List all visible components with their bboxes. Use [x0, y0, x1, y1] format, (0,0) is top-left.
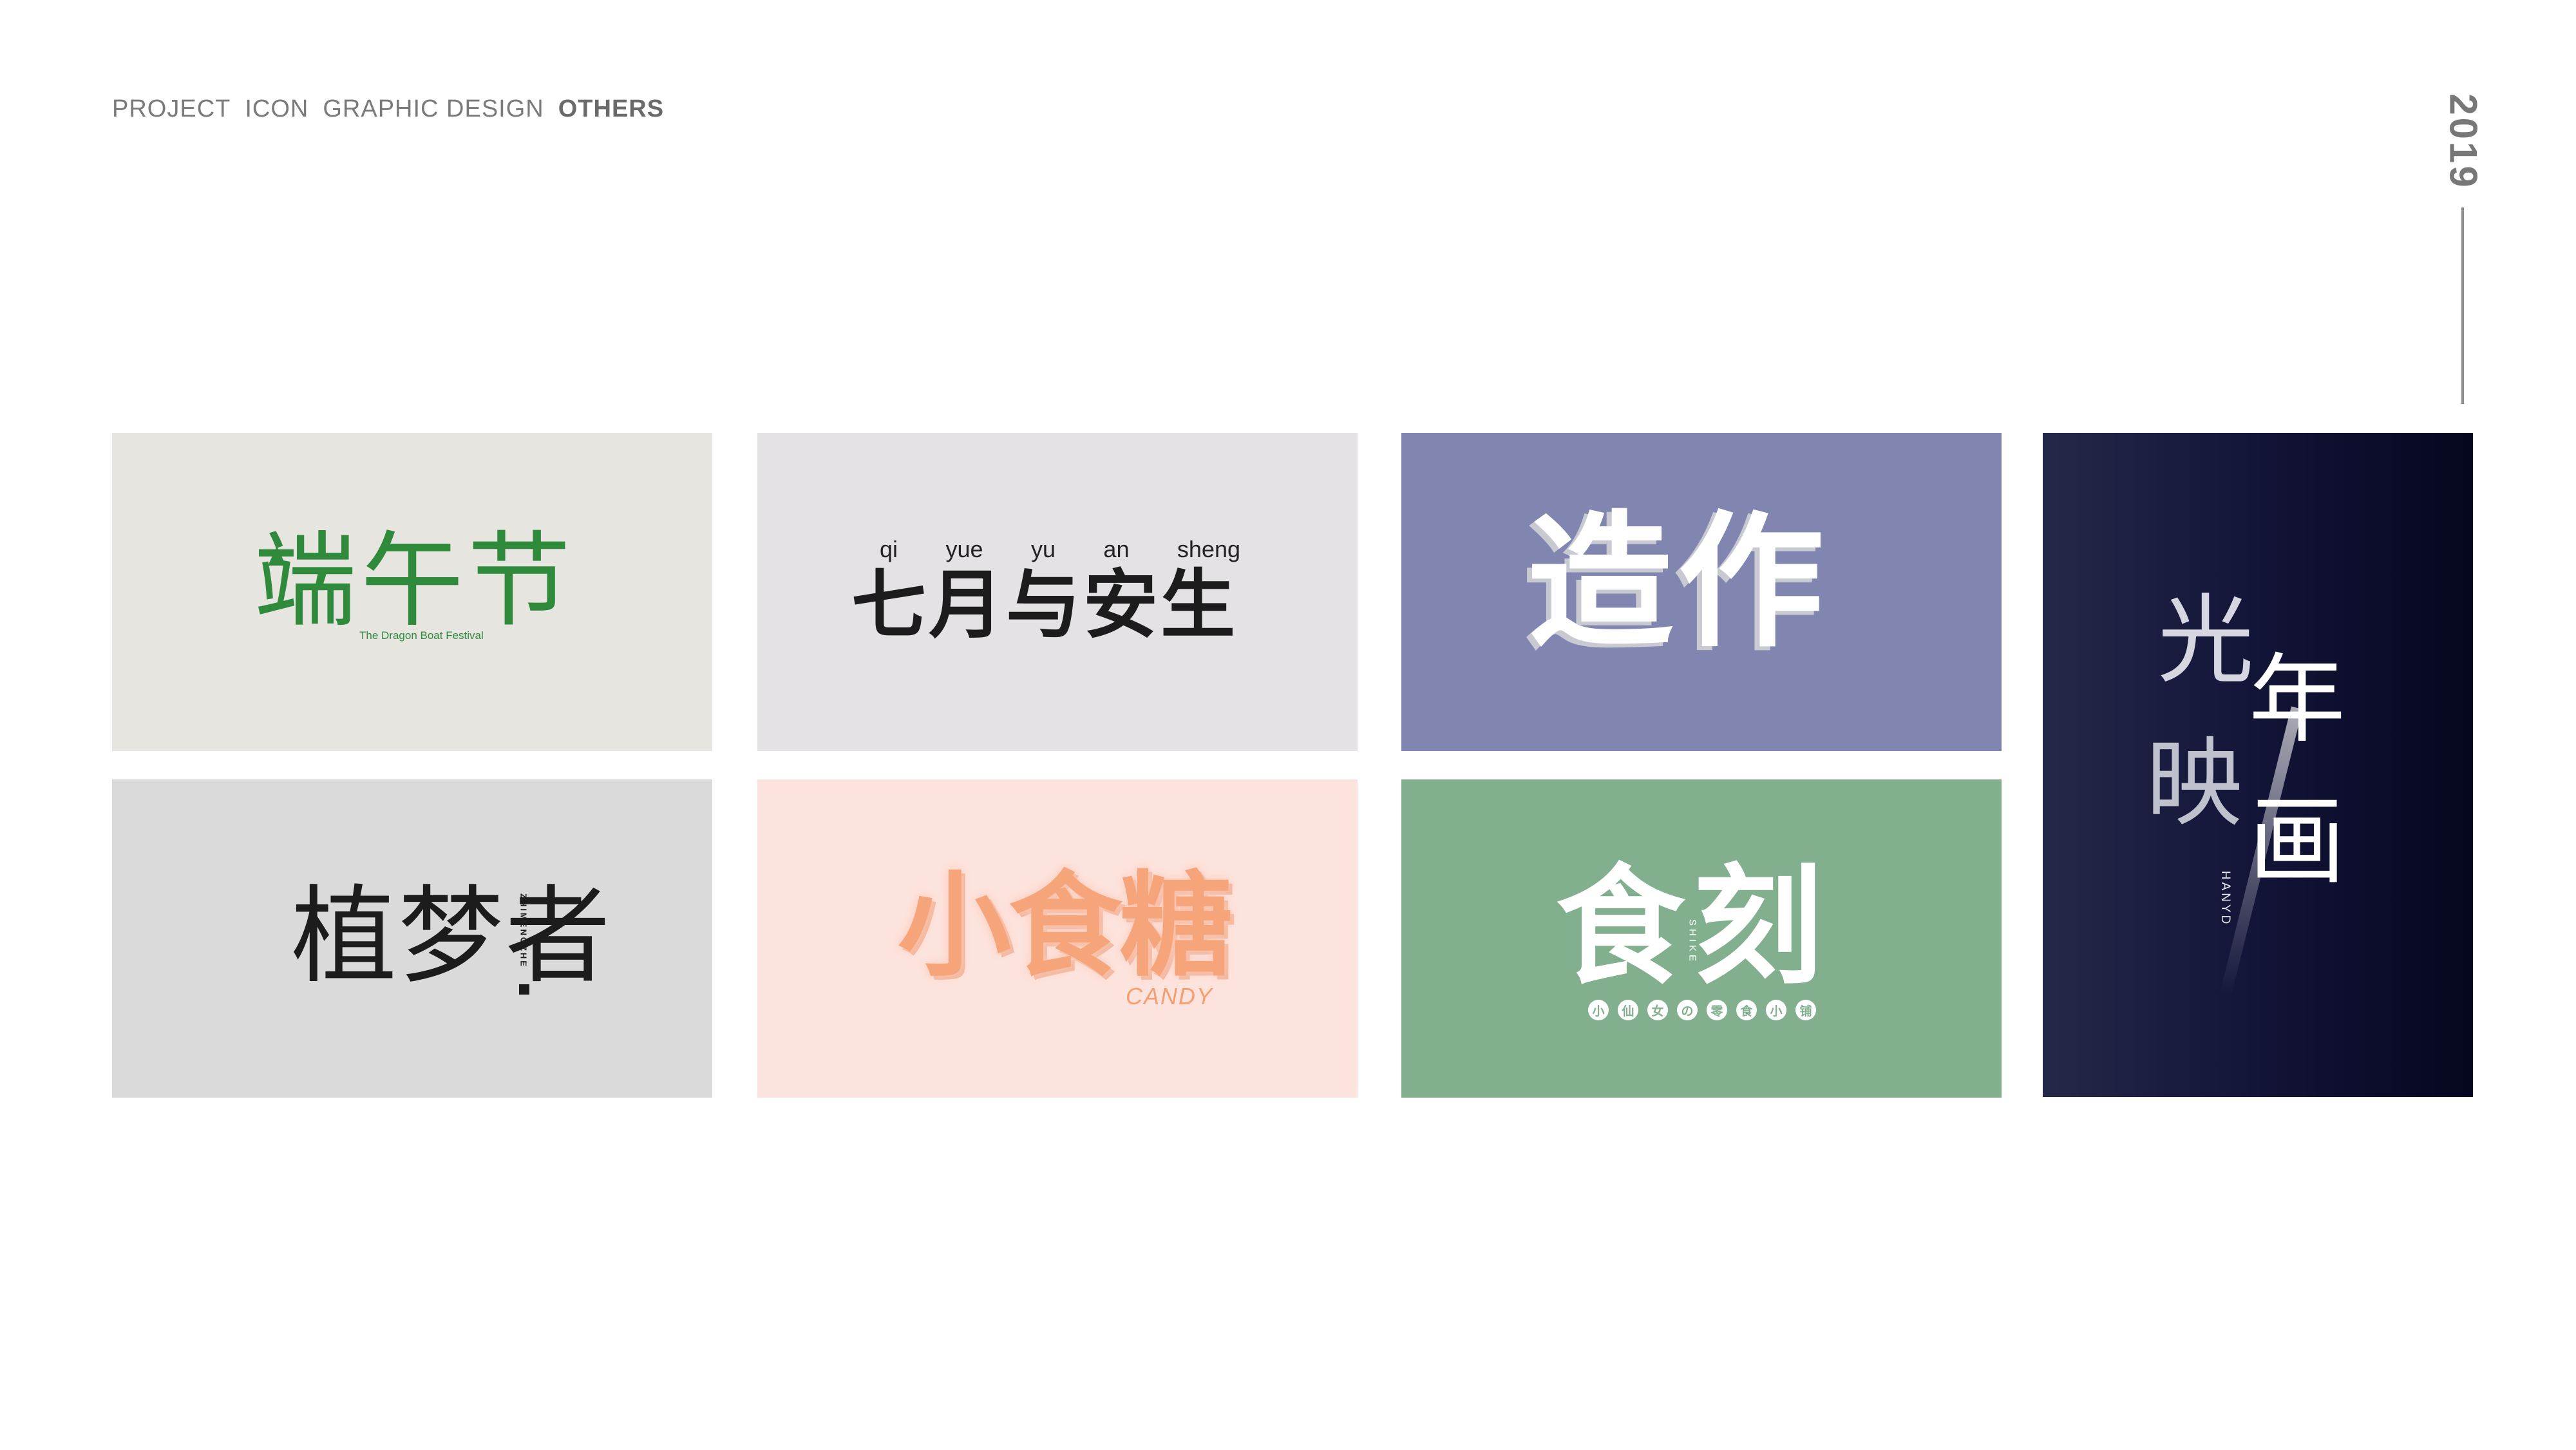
card-title: 造作	[1528, 498, 1830, 667]
sub-char: 仙	[1618, 1000, 1638, 1020]
pinyin-2: yue	[945, 536, 983, 562]
vertical-latin: SHIKE	[1685, 912, 1700, 971]
vertical-latin: HANYD	[2215, 863, 2235, 934]
card-subtitle: The Dragon Boat Festival	[359, 629, 484, 642]
year-label: 2019	[2428, 93, 2499, 189]
vertical-latin-text: HANYD	[2219, 870, 2232, 927]
pinyin-3: yu	[1030, 536, 1056, 562]
sub-char: 铺	[1795, 1000, 1816, 1020]
sub-char: 食	[1736, 1000, 1757, 1020]
pinyin-5: sheng	[1177, 536, 1240, 562]
card-shike[interactable]: 食刻 SHIKE 小 仙 女 の 零 食 小 铺	[1401, 779, 2002, 1098]
nav-item-icon[interactable]: ICON	[245, 95, 309, 122]
card-july-and-ansheng[interactable]: qi yue yu an sheng 七月与安生	[757, 433, 1358, 751]
card-title: 食刻	[1556, 852, 1832, 1002]
sub-char: 零	[1707, 1000, 1727, 1020]
glyph-hua: 画	[2249, 786, 2346, 898]
vertical-latin-text: SHIKE	[1687, 919, 1698, 965]
nav-item-project[interactable]: PROJECT	[112, 95, 231, 122]
card-zaozuo[interactable]: 造作	[1401, 433, 2002, 751]
card-title: 植梦者	[291, 875, 612, 998]
subtitle-row: 小 仙 女 の 零 食 小 铺	[1588, 1000, 1816, 1020]
pinyin-4: an	[1103, 536, 1130, 562]
sub-char: の	[1677, 1000, 1698, 1020]
vertical-latin-text: ZHIMENGZHE	[518, 893, 529, 968]
card-title: 七月与安生	[851, 562, 1238, 649]
card-subtitle: CANDY	[1126, 983, 1214, 1009]
card-guangnian-yinghua[interactable]: 光 年 映 画 HANYD	[2043, 433, 2473, 1097]
year-text: 2019	[2441, 93, 2485, 190]
glyph-ying: 映	[2146, 728, 2243, 840]
card-title: 小食糖	[898, 860, 1233, 992]
card-zhimengzhe[interactable]: 植梦者 ZHIMENGZHE	[112, 779, 712, 1098]
sub-char: 小	[1588, 1000, 1609, 1020]
pinyin-1: qi	[880, 536, 898, 562]
top-nav: PROJECT ICON GRAPHIC DESIGN OTHERS	[112, 95, 664, 128]
glyph-nian: 年	[2249, 644, 2346, 756]
square-dot	[519, 984, 529, 995]
card-title: 端午节	[254, 520, 575, 641]
vertical-latin: ZHIMENGZHE	[516, 882, 531, 979]
tree-icon	[268, 546, 286, 566]
card-dragon-boat-festival[interactable]: 端午节 The Dragon Boat Festival	[112, 433, 712, 751]
vertical-divider	[2461, 207, 2464, 404]
sub-char: 女	[1647, 1000, 1668, 1020]
nav-item-graphic-design[interactable]: GRAPHIC DESIGN	[323, 95, 544, 122]
glyph-guang: 光	[2157, 585, 2255, 697]
nav-item-others[interactable]: OTHERS	[558, 95, 665, 122]
pinyin-row: qi yue yu an sheng	[880, 536, 1240, 563]
sub-char: 小	[1766, 1000, 1786, 1020]
card-candy[interactable]: 小食糖 CANDY	[757, 779, 1358, 1098]
